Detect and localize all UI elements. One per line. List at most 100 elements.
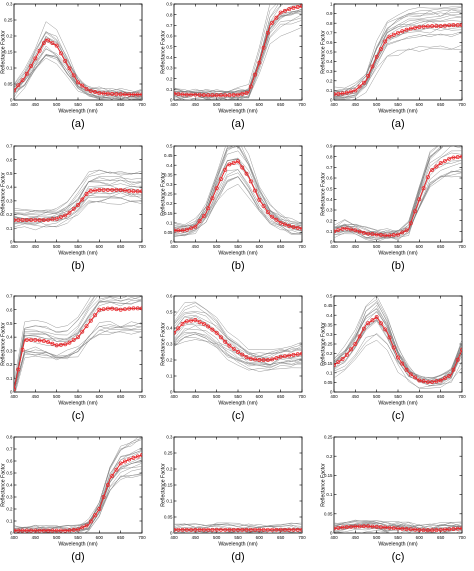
x-tick-label: 700	[298, 535, 306, 540]
y-tick-label: 0	[170, 240, 173, 245]
highlighted-spectrum-point	[361, 326, 366, 331]
x-tick-label: 500	[213, 244, 221, 249]
highlighted-spectrum-point	[33, 56, 38, 61]
highlighted-spectrum-point	[218, 335, 223, 340]
sample-spectrum-line	[334, 319, 462, 385]
y-tick-label: 0.8	[166, 12, 173, 17]
y-tick-label: 0.5	[166, 44, 173, 49]
y-tick-label: 0.1	[6, 376, 13, 381]
highlighted-spectrum-point	[29, 64, 34, 69]
y-tick-label: 0	[330, 240, 333, 245]
y-tick-label: 0.6	[166, 294, 173, 299]
plot-frame	[13, 436, 143, 534]
y-tick-label: 0.1	[166, 220, 173, 225]
highlighted-spectrum-point	[24, 218, 29, 223]
highlighted-spectrum-point	[344, 352, 349, 357]
panel-2: 0 0.1 0.2 0.3 0.4 0.5 0.6 0.7 0.8 0.9 400 450 500 550…	[161, 2, 307, 130]
sample-spectrum-line	[242, 530, 299, 533]
panel-6: 0 0.1 0.2 0.3 0.4 0.5 0.6 0.7 0.8 0.9 400 450 500 550…	[321, 144, 467, 272]
sample-spectrum-line	[334, 522, 462, 530]
highlighted-spectrum-point	[127, 306, 132, 311]
highlighted-spectrum-point	[110, 473, 115, 478]
highlighted-spectrum-point	[41, 218, 46, 223]
highlighted-spectrum-point	[274, 15, 279, 20]
highlighted-spectrum-point	[408, 221, 413, 226]
plot-area	[14, 296, 142, 392]
highlighted-spectrum-point	[257, 197, 262, 202]
sample-spectrum-line	[14, 300, 142, 390]
highlighted-spectrum-point	[287, 353, 292, 358]
highlighted-spectrum-point	[210, 196, 215, 201]
highlighted-spectrum-point	[438, 161, 443, 166]
highlighted-spectrum-point	[274, 356, 279, 361]
x-tick-label: 500	[213, 535, 221, 540]
highlighted-spectrum-point	[67, 340, 72, 345]
highlighted-spectrum-point	[101, 495, 106, 499]
x-tick-label: 600	[96, 535, 104, 540]
highlighted-spectrum-point	[20, 528, 25, 533]
y-tick-label: 0.3	[326, 332, 333, 337]
x-axis-label: Wavelength (nm)	[218, 109, 258, 115]
x-tick-label: 600	[96, 394, 104, 399]
highlighted-spectrum-point	[430, 380, 435, 384]
sample-spectrum-line	[174, 4, 283, 100]
sample-spectrum-line	[174, 302, 302, 355]
highlighted-spectrum-point	[88, 88, 93, 93]
highlighted-spectrum-point	[366, 74, 371, 78]
highlighted-spectrum-point	[193, 318, 198, 322]
highlighted-spectrum-point	[71, 337, 76, 342]
sample-spectrum-line	[334, 333, 462, 389]
y-tick-label: 0	[10, 531, 13, 536]
highlighted-spectrum-point	[442, 376, 447, 381]
highlighted-spectrum-point	[451, 23, 456, 28]
highlighted-spectrum-point	[210, 527, 215, 532]
highlighted-spectrum-point	[340, 357, 345, 361]
y-tick-label: 0.3	[166, 435, 173, 440]
highlighted-spectrum-point	[197, 92, 202, 97]
highlighted-spectrum-point	[366, 231, 371, 236]
highlighted-spectrum-point	[374, 232, 379, 237]
highlighted-spectrum-point	[257, 358, 262, 362]
highlighted-spectrum-point	[54, 528, 59, 533]
highlighted-spectrum-point	[291, 225, 296, 229]
highlighted-spectrum-point	[261, 203, 266, 208]
highlighted-spectrum-point	[114, 187, 119, 192]
highlighted-spectrum-point	[105, 91, 110, 96]
panel-3: 0 0.1 0.2 0.3 0.4 0.5 0.6 0.7 0.8 0.9 1 400 450 500 55…	[321, 2, 467, 130]
x-tick-label: 500	[373, 244, 381, 249]
highlighted-spectrum-point	[278, 10, 283, 15]
highlighted-spectrum-point	[41, 339, 46, 343]
x-tick-label: 650	[117, 394, 125, 399]
x-tick-label: 400	[330, 394, 338, 399]
x-tick-label: 450	[32, 244, 40, 249]
highlighted-spectrum-point	[455, 526, 460, 531]
sample-spectrum-line	[14, 321, 142, 392]
highlighted-spectrum-point	[201, 321, 206, 326]
sample-spectrum-line	[334, 519, 462, 527]
sample-spectrum-line	[175, 532, 302, 533]
highlighted-spectrum-point	[54, 343, 59, 348]
plot-area	[174, 522, 302, 533]
sample-spectrum-line	[174, 150, 302, 225]
highlighted-spectrum-point	[391, 233, 396, 237]
y-tick-label: 0.4	[6, 185, 13, 190]
x-axis-label: Wavelength (nm)	[58, 542, 98, 548]
highlighted-spectrum-point	[180, 92, 185, 97]
highlighted-spectrum-point	[404, 27, 409, 32]
highlighted-spectrum-point	[67, 66, 72, 71]
sample-spectrum-line	[334, 31, 462, 98]
highlighted-spectrum-point	[378, 47, 383, 52]
y-tick-label: 0	[10, 240, 13, 245]
sample-spectrum-line	[14, 54, 142, 100]
x-tick-label: 550	[394, 535, 402, 540]
sample-spectrum-line	[334, 311, 462, 379]
highlighted-spectrum-point	[265, 527, 270, 532]
highlighted-spectrum-point	[114, 307, 119, 312]
highlighted-spectrum-point	[84, 523, 89, 528]
sample-spectrum-line	[334, 168, 462, 242]
y-tick-label: 0.4	[326, 313, 333, 318]
y-tick-label: 0	[330, 531, 333, 536]
highlighted-spectrum-point	[118, 461, 123, 466]
y-axis-label: Reflectance Factor	[321, 322, 327, 366]
